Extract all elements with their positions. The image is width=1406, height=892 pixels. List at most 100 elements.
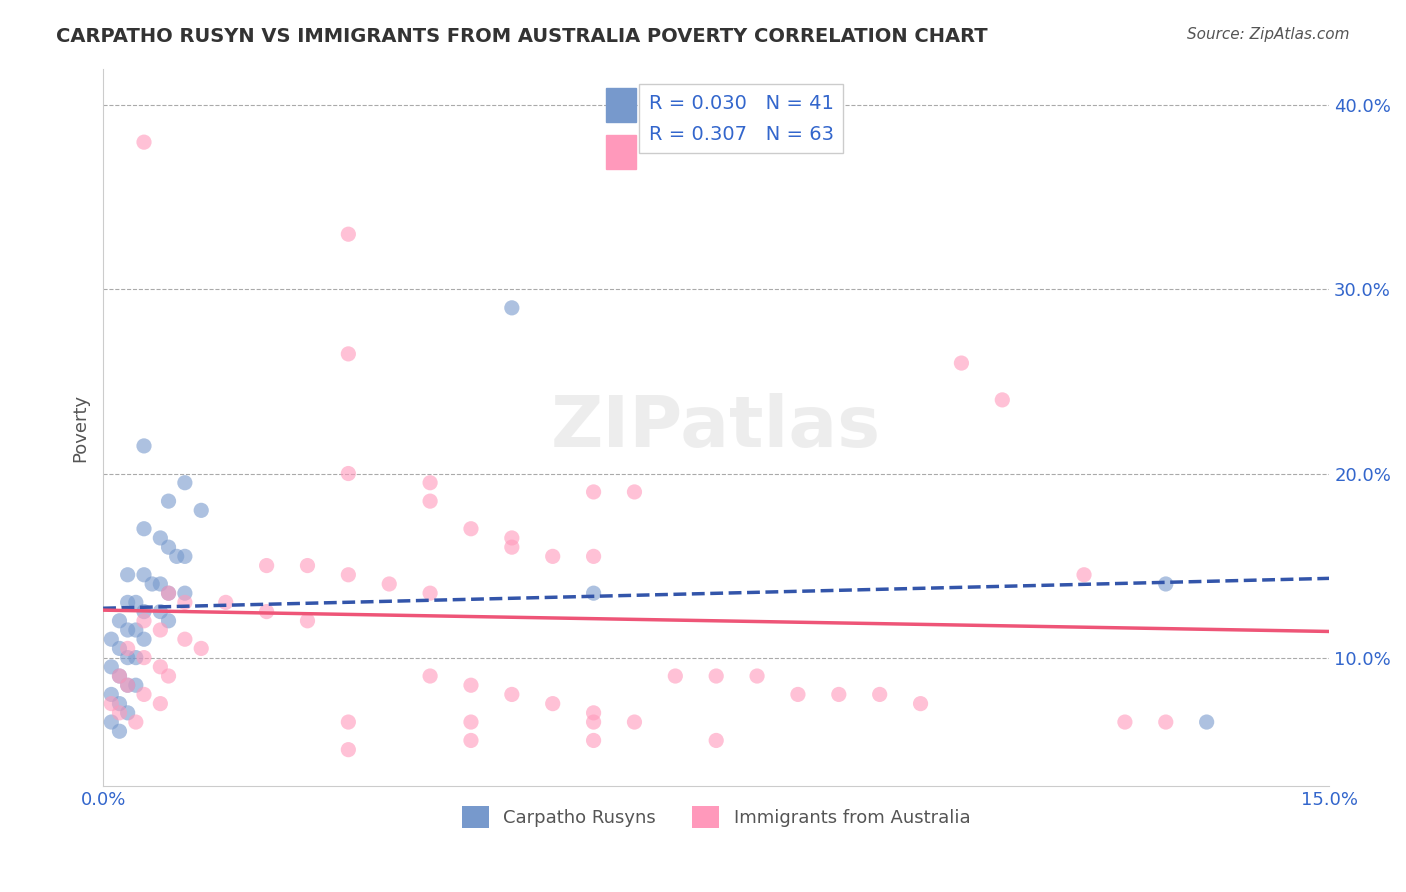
Point [337,227,360,242]
Point [991,392,1014,407]
Point [541,549,564,564]
Point [108,724,131,739]
Point [108,641,131,656]
Point [173,549,195,564]
Y-axis label: Poverty: Poverty [72,393,89,461]
Point [117,641,139,656]
Point [157,614,180,628]
Point [1073,567,1095,582]
Point [108,669,131,683]
Point [117,595,139,609]
FancyBboxPatch shape [606,88,637,122]
Point [132,135,155,149]
Point [419,669,441,683]
Point [117,567,139,582]
Point [132,650,155,665]
Point [501,531,523,545]
Point [337,467,360,481]
Point [623,714,645,729]
Point [125,714,148,729]
Point [100,688,122,702]
Point [950,356,973,370]
Point [297,558,319,573]
Point [460,522,482,536]
Point [157,586,180,600]
Point [419,586,441,600]
Point [100,632,122,647]
Text: Source: ZipAtlas.com: Source: ZipAtlas.com [1187,27,1350,42]
Point [132,522,155,536]
Point [157,494,180,508]
Point [378,577,401,591]
Point [297,614,319,628]
Legend: Carpatho Rusyns, Immigrants from Australia: Carpatho Rusyns, Immigrants from Austral… [454,798,977,835]
Point [501,540,523,554]
Point [100,660,122,674]
Point [215,595,238,609]
Point [1154,714,1177,729]
Point [117,623,139,637]
Point [173,632,195,647]
Point [157,669,180,683]
Point [256,558,278,573]
Point [337,714,360,729]
Point [419,475,441,490]
Point [1195,714,1218,729]
Point [149,531,172,545]
Point [166,549,188,564]
Point [745,669,768,683]
Point [132,614,155,628]
Point [337,567,360,582]
Point [910,697,932,711]
Point [108,697,131,711]
Point [157,540,180,554]
Point [149,605,172,619]
Point [337,742,360,756]
Point [190,641,212,656]
Point [501,301,523,315]
Point [117,678,139,692]
Point [582,706,605,720]
Point [460,678,482,692]
Point [173,595,195,609]
Point [582,714,605,729]
Point [582,549,605,564]
Point [117,706,139,720]
FancyBboxPatch shape [606,135,637,169]
Point [100,697,122,711]
Point [157,586,180,600]
Point [117,650,139,665]
Point [460,714,482,729]
Point [117,678,139,692]
Point [582,733,605,747]
Point [149,660,172,674]
Point [132,605,155,619]
Point [125,623,148,637]
Point [141,577,163,591]
Point [1154,577,1177,591]
Point [149,577,172,591]
Point [132,567,155,582]
Point [582,586,605,600]
Point [190,503,212,517]
Point [173,475,195,490]
Point [132,632,155,647]
Point [132,439,155,453]
Point [108,669,131,683]
Point [173,586,195,600]
Text: ZIPatlas: ZIPatlas [551,393,882,462]
Point [125,595,148,609]
Point [787,688,810,702]
Point [869,688,891,702]
Point [704,733,727,747]
Point [132,688,155,702]
Point [704,669,727,683]
Point [664,669,686,683]
Point [582,484,605,499]
Point [108,706,131,720]
Point [337,347,360,361]
Point [125,678,148,692]
Point [623,484,645,499]
Point [1114,714,1136,729]
Point [149,623,172,637]
